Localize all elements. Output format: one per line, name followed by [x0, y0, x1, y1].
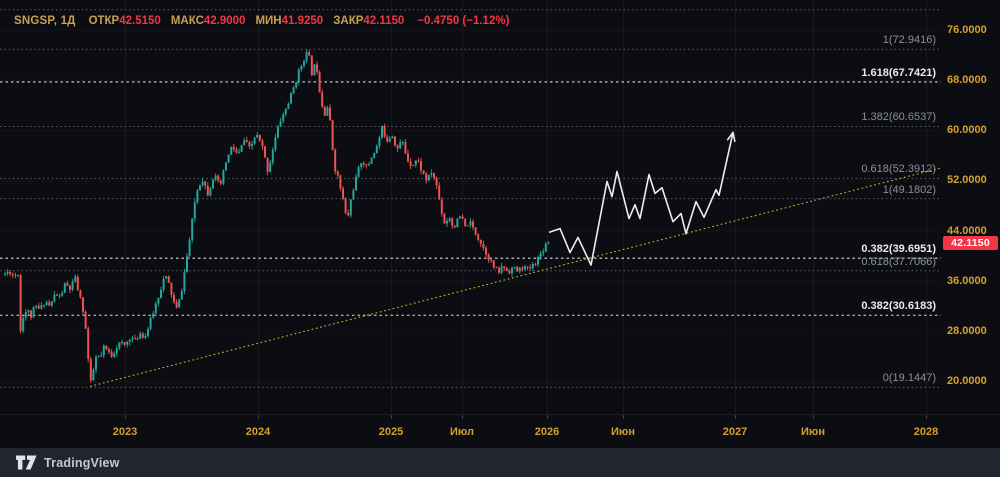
grid-lines [125, 0, 927, 413]
tradingview-logo-text: TradingView [44, 455, 120, 470]
price-axis-label: 28.0000 [947, 325, 987, 338]
time-axis-label: 2026 [534, 426, 560, 438]
footer-bar: TradingView [0, 448, 1000, 477]
price-axis-label: 60.0000 [947, 124, 987, 137]
legend-close: ЗАКР42.1150 [333, 15, 405, 27]
change-value: −0.4750 (−1.12%) [417, 15, 510, 27]
ohlc-legend: SNGSP, 1Д ОТКР42.5150 МАКС42.9000 МИН41.92… [14, 13, 509, 29]
time-axis-tick [391, 415, 392, 419]
fib-level-label: 1.618(67.7421) [861, 66, 936, 79]
legend-low: МИН41.9250 [255, 15, 324, 27]
time-axis-label: 2028 [913, 426, 939, 438]
tradingview-logo-icon [16, 455, 37, 470]
fib-level-label: 0.382(39.6951) [861, 243, 936, 256]
time-axis[interactable]: 2023 2024 2025 Июл 2026 Июн 2027 Июн 2028 [0, 414, 1000, 448]
last-price-badge: 42.1150 [943, 235, 998, 250]
ohlc-values: ОТКР42.5150 МАКС42.9000 МИН41.9250 ЗАКР42.1… [89, 15, 405, 27]
time-axis-tick [735, 415, 736, 419]
candlestick-series[interactable] [4, 49, 550, 383]
time-axis-label: Июн [801, 426, 825, 438]
time-axis-tick [813, 415, 814, 419]
fib-level-label: 1(72.9416) [882, 34, 936, 47]
legend-high: МАКС42.9000 [170, 15, 246, 27]
price-axis-label: 52.0000 [947, 174, 987, 187]
time-axis-tick [125, 415, 126, 419]
price-axis-label: 68.0000 [947, 73, 987, 86]
price-axis-label: 20.0000 [947, 375, 987, 388]
time-axis-tick [258, 415, 259, 419]
time-axis-label: 2027 [722, 426, 748, 438]
price-axis-label: 36.0000 [947, 274, 987, 287]
time-axis-tick [547, 415, 548, 419]
price-axis-label: 44.0000 [947, 224, 987, 237]
price-axis-label: 76.0000 [947, 23, 987, 36]
time-axis-tick [926, 415, 927, 419]
tradingview-logo-link[interactable]: TradingView [16, 455, 120, 470]
fib-level-label: 0.382(30.6183) [861, 300, 936, 313]
legend-open: ОТКР42.5150 [88, 15, 161, 27]
fib-level-label: 0.618(37.7066) [861, 255, 936, 268]
price-axis[interactable]: 76.0000 68.0000 60.0000 52.0000 44.0000 36.00… [941, 0, 1000, 414]
symbol-title[interactable]: SNGSP, 1Д [14, 15, 76, 27]
time-axis-tick [623, 415, 624, 419]
time-axis-label: 2024 [245, 426, 271, 438]
trend-line[interactable] [89, 167, 943, 387]
fib-level-label: 1.382(60.6537) [861, 111, 936, 124]
time-axis-tick [462, 415, 463, 419]
time-axis-label: Июн [611, 426, 635, 438]
time-axis-label: 2023 [112, 426, 138, 438]
fib-level-label: 1(49.1802) [882, 183, 936, 196]
time-axis-label: 2025 [378, 426, 404, 438]
time-axis-label: Июл [449, 426, 475, 438]
fib-level-label: 0.618(52.3912) [861, 163, 936, 176]
fib-level-label: 0(19.1447) [882, 372, 936, 385]
